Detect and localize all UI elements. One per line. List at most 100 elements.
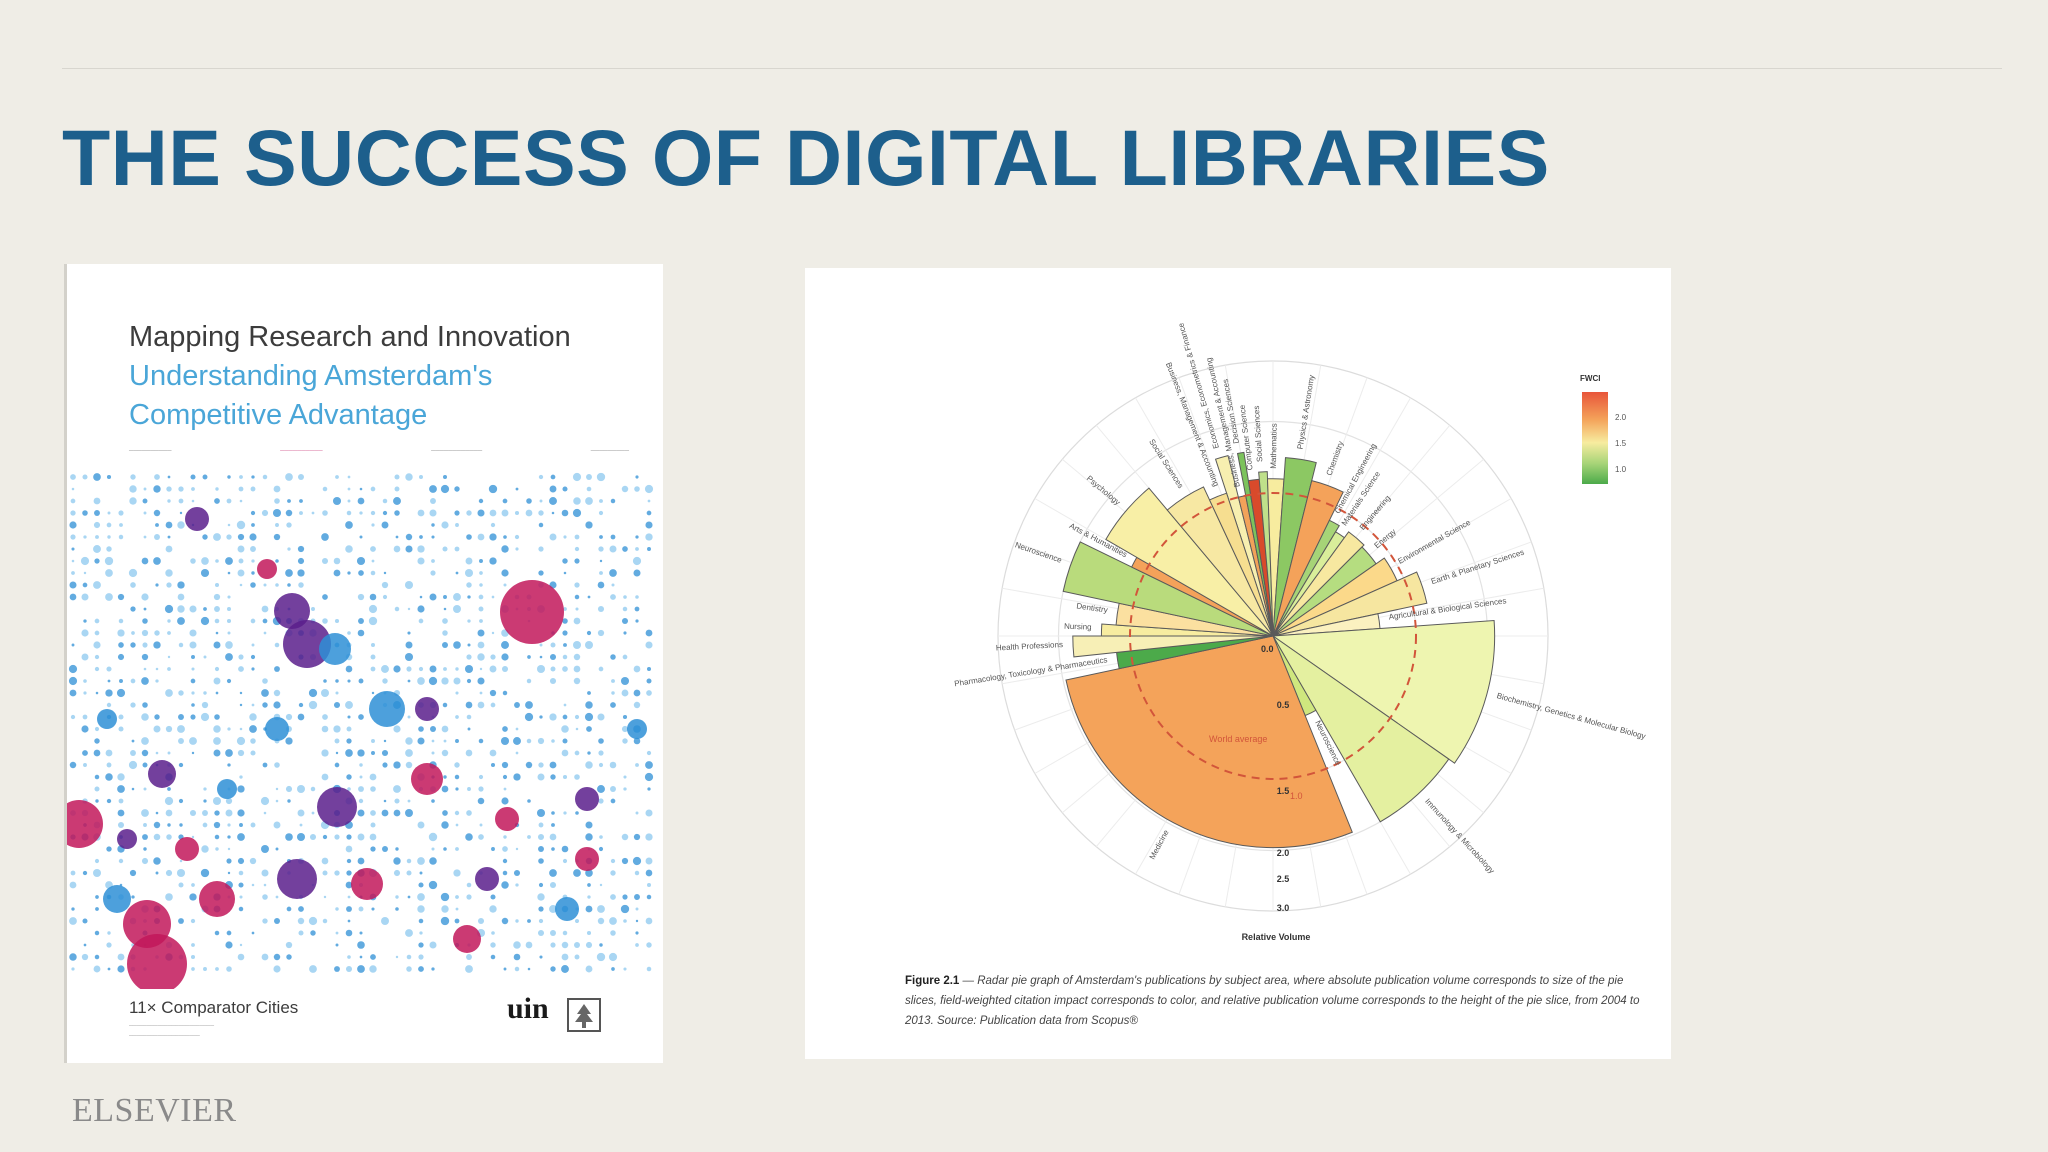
map-dot <box>598 546 604 552</box>
map-dot <box>585 761 593 769</box>
map-dot <box>357 497 365 505</box>
map-dot <box>635 595 639 599</box>
map-hub-dot <box>555 897 579 921</box>
map-dot <box>142 762 148 768</box>
map-hub-dot <box>97 709 117 729</box>
map-dot <box>466 510 472 516</box>
map-dot <box>179 859 183 863</box>
map-dot <box>503 583 507 587</box>
map-dot <box>227 727 231 731</box>
map-dot <box>572 640 582 650</box>
map-dot <box>177 725 185 733</box>
map-dot <box>453 641 461 649</box>
map-dot <box>191 967 195 971</box>
map-dot <box>382 498 388 504</box>
map-dot <box>574 546 580 552</box>
map-dot <box>394 510 400 516</box>
map-dot <box>297 785 305 793</box>
map-dot <box>118 618 124 624</box>
pie-slice <box>1062 541 1274 637</box>
map-dot <box>347 895 351 899</box>
map-dot <box>453 593 461 601</box>
map-dot <box>215 487 219 491</box>
elsevier-logo: ELSEVIER <box>72 1092 237 1129</box>
map-dot <box>285 509 293 517</box>
map-dot <box>203 655 207 659</box>
map-dot <box>527 835 531 839</box>
map-dot <box>359 511 363 515</box>
map-hub-dot <box>500 580 564 644</box>
map-dot <box>357 593 365 601</box>
map-dot <box>285 473 293 481</box>
map-dot <box>94 558 100 564</box>
map-dot <box>597 581 605 589</box>
map-dot <box>131 631 135 635</box>
map-dot <box>299 511 303 515</box>
map-dot <box>562 654 568 660</box>
map-dot <box>155 523 159 527</box>
map-dot <box>503 787 507 791</box>
map-dot <box>574 918 580 924</box>
map-dot <box>622 606 628 612</box>
map-dot <box>273 689 281 697</box>
map-dot <box>298 582 304 588</box>
map-dot <box>154 534 160 540</box>
map-dot <box>490 654 496 660</box>
subject-label: Biochemistry, Genetics & Molecular Biolo… <box>1496 691 1647 741</box>
map-dot <box>561 725 569 733</box>
map-dot <box>225 797 233 805</box>
map-dot <box>467 619 471 623</box>
map-dot <box>370 846 376 852</box>
map-dot <box>334 870 340 876</box>
map-dot <box>203 799 207 803</box>
map-dot <box>623 775 627 779</box>
map-dot <box>177 605 185 613</box>
map-dot <box>190 474 196 480</box>
map-dot <box>515 487 519 491</box>
map-dot <box>297 557 305 565</box>
map-dot <box>383 739 387 743</box>
map-dot <box>178 642 184 648</box>
map-dot <box>646 942 652 948</box>
map-dot <box>178 486 184 492</box>
map-dot <box>514 966 520 972</box>
map-hub-dot <box>575 847 599 871</box>
map-dot <box>417 737 425 745</box>
map-dot <box>153 725 161 733</box>
map-dot <box>407 715 411 719</box>
map-dot <box>597 917 605 925</box>
map-dot <box>608 952 618 962</box>
map-hub-dot <box>127 934 187 989</box>
map-dot <box>177 617 185 625</box>
map-dot <box>189 605 197 613</box>
axis-title: Relative Volume <box>1242 932 1311 942</box>
map-dot <box>311 607 315 611</box>
map-dot <box>431 799 435 803</box>
map-dot <box>263 631 267 635</box>
map-dot <box>611 967 615 971</box>
map-dot <box>82 870 88 876</box>
map-dot <box>538 474 544 480</box>
map-dot <box>287 799 291 803</box>
map-dot <box>623 967 627 971</box>
map-dot <box>322 834 328 840</box>
map-dot <box>611 691 615 695</box>
map-dot <box>622 546 628 552</box>
map-dot <box>550 942 556 948</box>
map-dot <box>334 834 340 840</box>
map-dot <box>94 654 100 660</box>
map-dot <box>214 810 220 816</box>
map-dot <box>454 486 460 492</box>
map-dot <box>94 930 100 936</box>
map-dot <box>646 678 652 684</box>
map-dot <box>251 883 255 887</box>
map-dot <box>164 796 174 806</box>
map-dot <box>501 917 509 925</box>
map-dot <box>357 809 365 817</box>
map-dot <box>130 582 136 588</box>
map-dot <box>382 594 388 600</box>
map-hub-dot <box>265 717 289 741</box>
map-dot <box>261 845 269 853</box>
map-dot <box>164 604 174 614</box>
map-dot <box>381 665 389 673</box>
